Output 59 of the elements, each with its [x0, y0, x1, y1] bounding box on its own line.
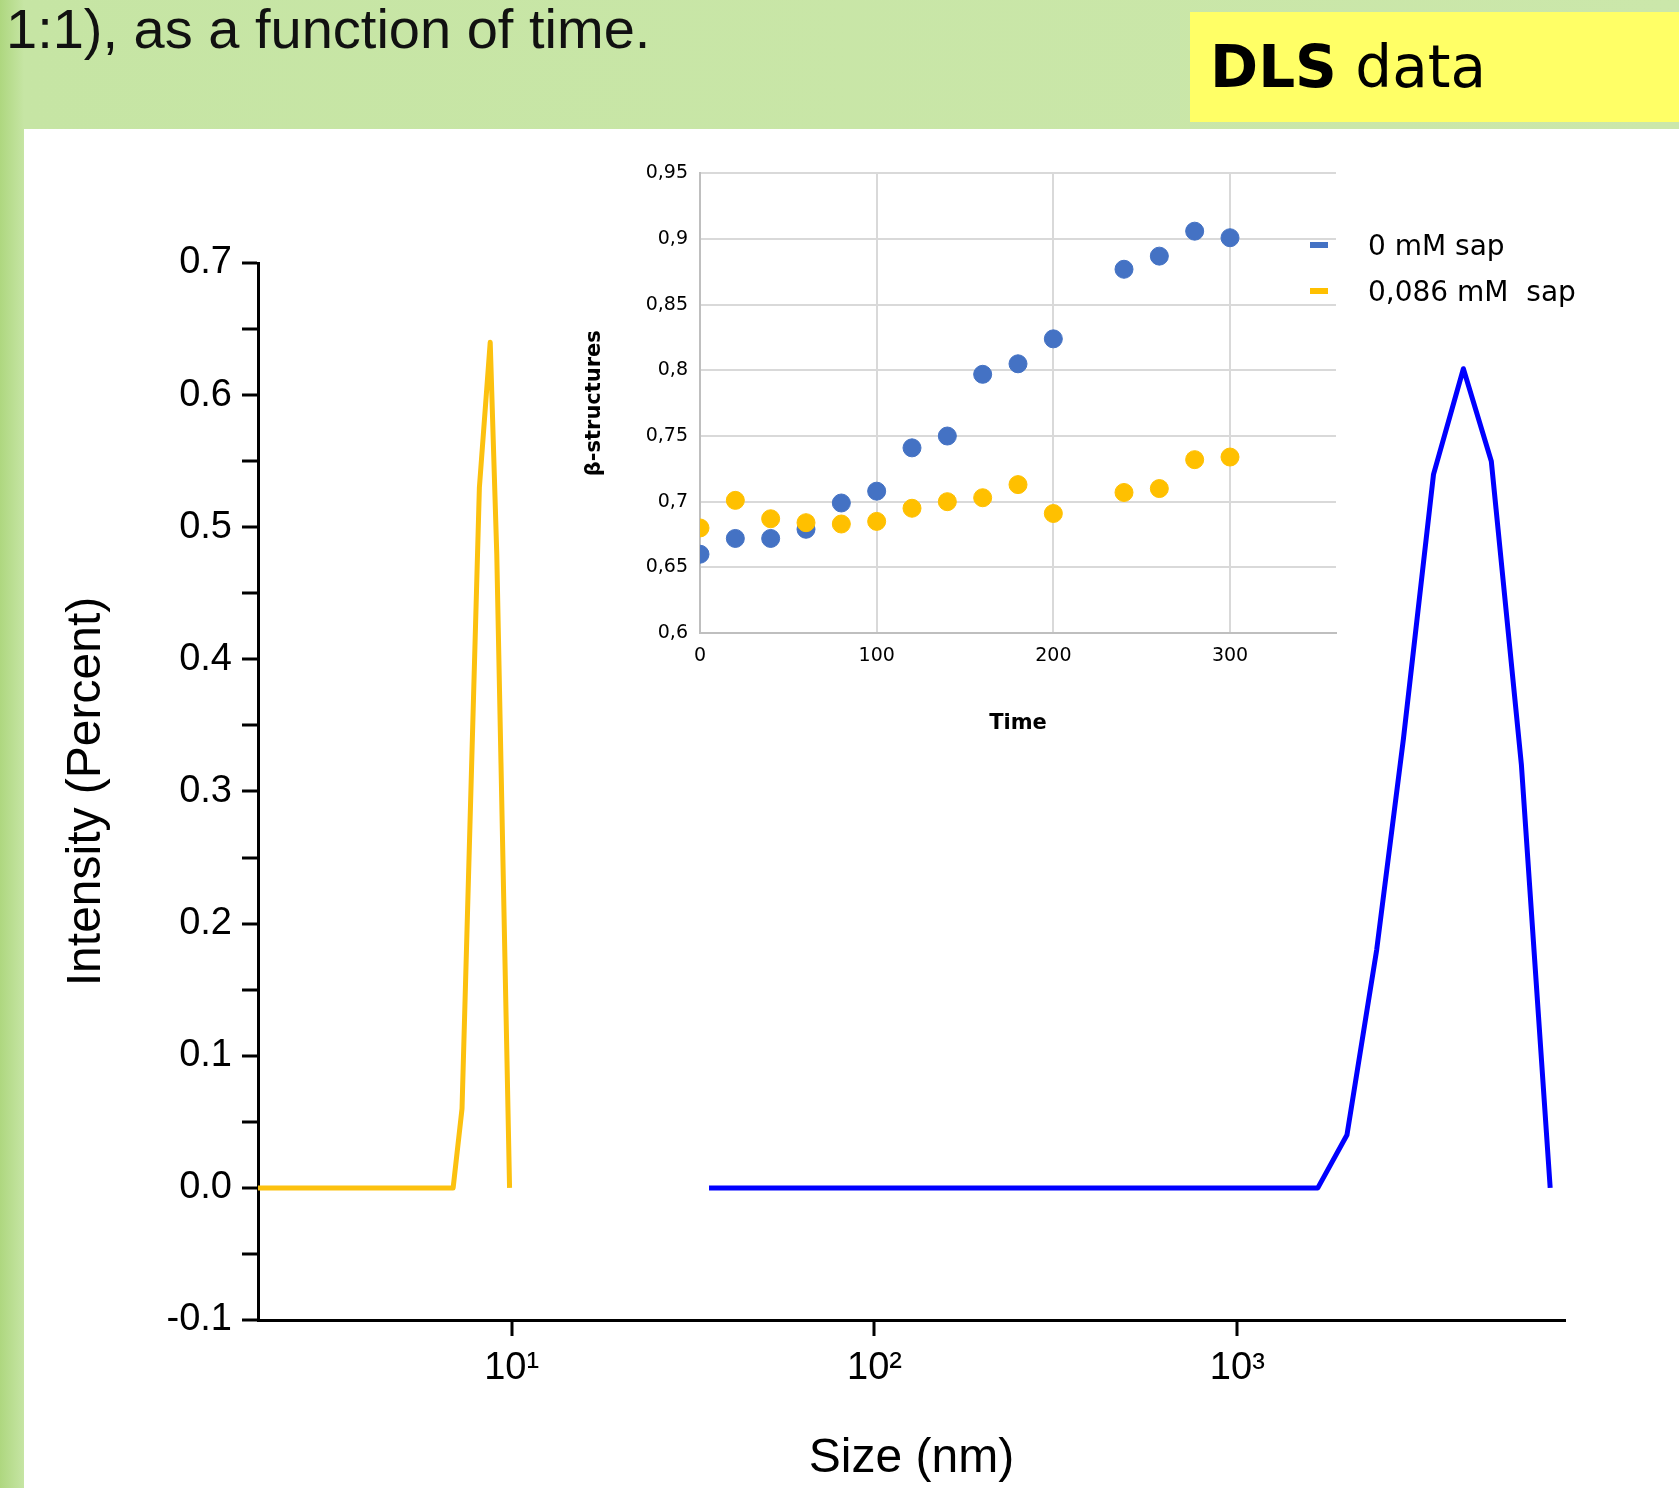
- y-tick-label: 0.2: [179, 900, 232, 943]
- legend-label: 0 mM sap: [1368, 228, 1505, 262]
- y-tick-label: 0,75: [645, 422, 688, 445]
- point: [831, 493, 851, 513]
- y-tick-label: 0,8: [657, 357, 688, 380]
- point: [761, 528, 781, 548]
- point: [1114, 482, 1134, 502]
- point: [1149, 246, 1169, 266]
- y-axis-title: Intensity (Percent): [57, 596, 111, 987]
- point: [1220, 447, 1240, 467]
- x-tick-label: 100: [858, 643, 895, 666]
- y-tick-label: 0,95: [645, 160, 688, 183]
- y-tick-label: 0.0: [179, 1164, 232, 1207]
- legend-label: 0,086 mM sap: [1368, 274, 1576, 308]
- y-tick-label: 0.1: [179, 1032, 232, 1075]
- x-tick-label: 300: [1211, 643, 1249, 666]
- point: [1185, 450, 1205, 470]
- point: [1043, 504, 1063, 523]
- point: [1008, 475, 1028, 495]
- point: [1149, 479, 1169, 499]
- point: [937, 426, 957, 446]
- point: [725, 528, 745, 548]
- x-axis-title: Time: [989, 709, 1047, 734]
- y-axis-title: β-structures: [581, 330, 606, 477]
- y-tick-label: -0.1: [166, 1296, 232, 1339]
- chart-title: 1:1), as a function of time.: [6, 0, 651, 61]
- point: [902, 438, 922, 458]
- y-tick-label: 0.4: [179, 635, 232, 678]
- point: [973, 364, 993, 384]
- point: [902, 498, 922, 518]
- point: [1043, 329, 1063, 349]
- text: DLS data: [1190, 12, 1679, 122]
- point: [1008, 354, 1028, 374]
- point: [1185, 221, 1205, 241]
- y-tick-label: 0.3: [179, 767, 232, 810]
- point: [937, 492, 957, 512]
- x-tick-label: 0: [693, 643, 707, 666]
- y-tick-label: 0,85: [645, 291, 688, 314]
- point: [796, 513, 816, 533]
- point: [867, 481, 887, 501]
- point: [761, 509, 781, 529]
- y-tick-label: 0,65: [645, 554, 688, 577]
- point: [725, 490, 745, 510]
- y-tick-label: 0.7: [179, 239, 232, 282]
- x-tick-label: 10¹: [484, 1345, 540, 1388]
- point: [867, 511, 887, 531]
- y-tick-label: 0,7: [657, 488, 688, 511]
- point: [831, 514, 851, 534]
- y-tick-label: 0,6: [657, 619, 688, 642]
- point: [1114, 259, 1134, 279]
- y-tick-label: 0.6: [179, 371, 232, 414]
- y-tick-label: 0.5: [179, 503, 232, 546]
- point: [973, 488, 993, 508]
- x-axis-title: Size (nm): [808, 1429, 1015, 1483]
- x-tick-label: 10²: [847, 1345, 902, 1388]
- x-tick-label: 10³: [1209, 1345, 1265, 1388]
- y-tick-label: 0,9: [657, 225, 688, 248]
- x-tick-label: 200: [1035, 643, 1072, 666]
- point: [1220, 228, 1240, 248]
